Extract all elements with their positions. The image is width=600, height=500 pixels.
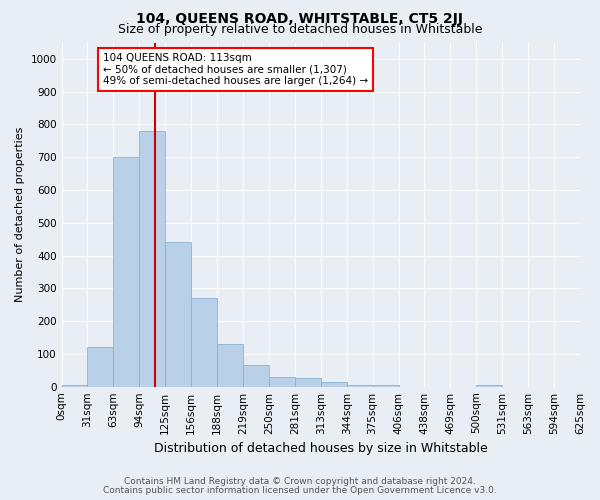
- Bar: [113, 157, 139, 386]
- Bar: [88, 348, 113, 387]
- Bar: [165, 242, 191, 386]
- Bar: [62, 385, 88, 386]
- Text: Contains HM Land Registry data © Crown copyright and database right 2024.: Contains HM Land Registry data © Crown c…: [124, 477, 476, 486]
- Text: Contains public sector information licensed under the Open Government Licence v3: Contains public sector information licen…: [103, 486, 497, 495]
- X-axis label: Distribution of detached houses by size in Whitstable: Distribution of detached houses by size …: [154, 442, 488, 455]
- Bar: [373, 385, 398, 386]
- Text: 104 QUEENS ROAD: 113sqm
← 50% of detached houses are smaller (1,307)
49% of semi: 104 QUEENS ROAD: 113sqm ← 50% of detache…: [103, 53, 368, 86]
- Y-axis label: Number of detached properties: Number of detached properties: [15, 127, 25, 302]
- Bar: [295, 378, 321, 386]
- Bar: [217, 344, 243, 387]
- Text: Size of property relative to detached houses in Whitstable: Size of property relative to detached ho…: [118, 22, 482, 36]
- Bar: [476, 385, 502, 386]
- Bar: [191, 298, 217, 386]
- Bar: [243, 366, 269, 386]
- Bar: [321, 382, 347, 386]
- Text: 104, QUEENS ROAD, WHITSTABLE, CT5 2JJ: 104, QUEENS ROAD, WHITSTABLE, CT5 2JJ: [137, 12, 464, 26]
- Bar: [139, 131, 165, 386]
- Bar: [269, 377, 295, 386]
- Bar: [347, 385, 373, 386]
